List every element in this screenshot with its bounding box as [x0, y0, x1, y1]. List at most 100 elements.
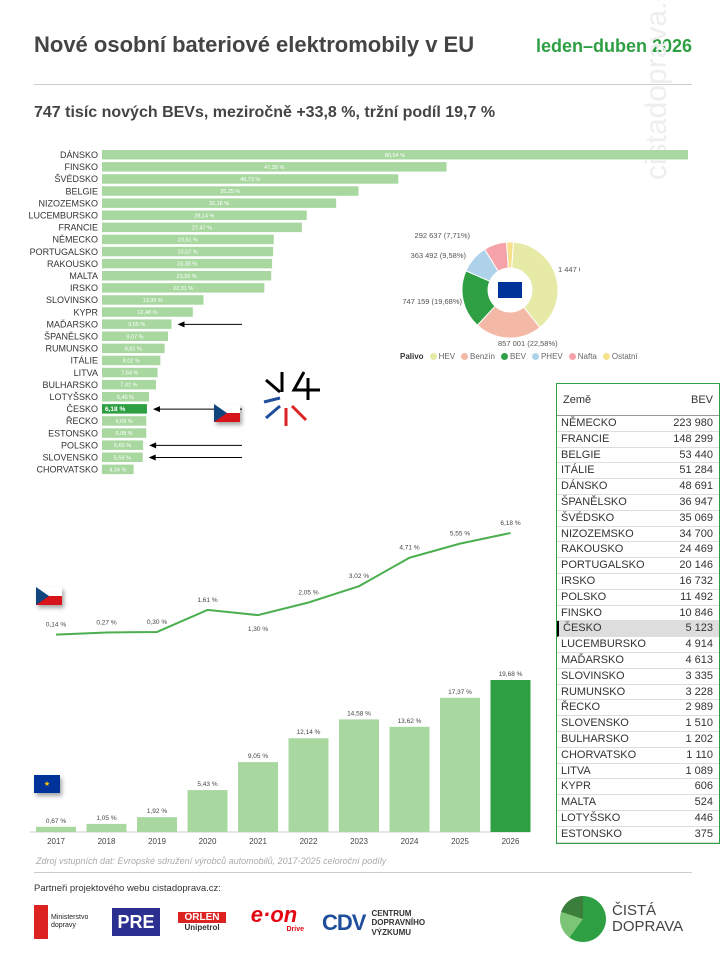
legend-label: Benzín	[470, 352, 495, 361]
cz-trend-line-chart: 0,14 % 0,27 % 0,30 % 1,61 % 1,30 % 2,05 % 3,02…	[46, 520, 521, 636]
legend-swatch	[429, 353, 437, 360]
table-cell-bev: 53 440	[679, 448, 713, 461]
table-cell-bev: 48 691	[679, 480, 713, 493]
bar-value-label: 7,42 %	[120, 383, 137, 389]
bar-value-label: 8,02 %	[123, 359, 140, 365]
table-cell-country: NIZOZEMSKO	[561, 527, 634, 540]
x-tick-label: 2020	[199, 837, 217, 846]
bar-value-label: 27,47 %	[192, 225, 212, 231]
table-cell-country: RAKOUSKO	[561, 543, 624, 556]
point-label: 4,71 %	[399, 545, 419, 552]
country-label: IRSKO	[70, 283, 98, 293]
bar	[102, 222, 302, 233]
bar	[102, 404, 147, 414]
point-label: 0,27 %	[96, 619, 116, 626]
column	[339, 719, 379, 832]
column	[187, 790, 228, 832]
country-label: ŠPANĚLSKO	[44, 332, 98, 342]
bar-value-label: 8,61 %	[125, 346, 142, 352]
legend-label: Nafta	[577, 352, 597, 361]
eon-logo-sub: Drive	[286, 926, 304, 933]
pie-slice	[511, 241, 559, 329]
pie-slice-label: 292 637 (7,71%)	[415, 231, 471, 240]
table-row: ŠVÉDSKO 35 069	[557, 511, 719, 527]
trend-line	[55, 532, 511, 636]
table-cell-bev: 20 146	[679, 559, 713, 572]
arrow-head-icon	[177, 321, 185, 328]
eon-logo-text: e·on	[250, 902, 298, 927]
table-row: LITVA 1 089	[557, 764, 719, 780]
legend-label: PHEV	[540, 352, 563, 361]
bar-value-label: 6,08 %	[116, 431, 133, 437]
table-cell-country: RUMUNSKO	[561, 685, 626, 698]
period-label: leden–duben 2026	[535, 36, 692, 56]
bar	[102, 283, 265, 293]
country-label: ITÁLIE	[70, 356, 98, 366]
table-cell-country: DÁNSKO	[561, 480, 608, 493]
table-cell-bev: 1 089	[685, 764, 713, 777]
bar-value-label: 32,18 %	[209, 201, 229, 207]
country-label: LITVA	[74, 368, 98, 378]
eu-flag-icon: ★	[34, 775, 60, 793]
column	[288, 738, 329, 832]
table-cell-country: SLOVINSKO	[561, 669, 625, 682]
bar	[102, 331, 168, 341]
table-row: NIZOZEMSKO 34 700	[557, 527, 719, 543]
table-cell-bev: 11 492	[680, 590, 713, 603]
czech-flag-icon	[36, 587, 62, 605]
bar	[102, 343, 165, 354]
table-cell-bev: 3 228	[685, 685, 713, 698]
bar-value-label: 9,07 %	[126, 334, 143, 340]
bar	[102, 319, 172, 329]
table-cell-country: MALTA	[561, 796, 597, 809]
cista-doprava-logo: ČISTÁ DOPRAVA	[560, 894, 700, 944]
country-label: LOTYŠSKO	[49, 392, 98, 402]
column-value-label: 9,05 %	[248, 753, 268, 760]
table-cell-country: SLOVENSKO	[561, 717, 629, 730]
bar-value-label: 22,31 %	[173, 286, 193, 292]
table-row: NĚMECKO 223 980	[557, 416, 719, 432]
country-label: NIZOZEMSKO	[38, 198, 98, 208]
country-label: LUCEMBURSKO	[28, 211, 98, 221]
column	[137, 817, 177, 832]
cdv-logo: CDV CENTRUM DOPRAVNÍHO VÝZKUMU	[322, 906, 462, 940]
legend-swatch	[461, 353, 469, 360]
table-row: BELGIE 53 440	[557, 448, 719, 464]
point-label: 2,05 %	[298, 590, 318, 597]
brand-mark-icon	[263, 371, 320, 426]
table-row: FINSKO 10 846	[557, 606, 719, 622]
bar-value-label: 5,65 %	[114, 443, 131, 449]
table-row: LUCEMBURSKO 4 914	[557, 637, 719, 653]
subtitle: 747 tisíc nových BEVs, meziročně +33,8 %…	[34, 104, 496, 121]
pie-slice-label: 747 159 (19,68%)	[402, 297, 462, 306]
table-cell-country: POLSKO	[561, 590, 607, 603]
bar	[102, 416, 147, 426]
eon-logo: e·on Drive	[244, 904, 304, 940]
x-tick-label: 2021	[249, 837, 267, 846]
table-cell-country: IRSKO	[561, 574, 596, 587]
country-label: KYPR	[73, 307, 98, 317]
table-cell-country: ŠPANĚLSKO	[561, 495, 627, 508]
table-cell-country: ŘECKO	[561, 701, 601, 714]
country-label: RUMUNSKO	[45, 344, 98, 354]
table-cell-country: FRANCIE	[561, 432, 610, 445]
column-value-label: 14,58 %	[347, 710, 371, 717]
x-tick-label: 2019	[148, 837, 166, 846]
cista-doprava-mark-icon	[560, 896, 606, 942]
legend-swatch	[602, 353, 610, 360]
pie-slice	[505, 241, 515, 269]
table-cell-country: ŠVÉDSKO	[561, 511, 615, 524]
table-cell-bev: 4 613	[685, 653, 713, 666]
legend-item: BEV	[500, 352, 526, 361]
bar-value-label: 6,18 %	[105, 406, 125, 413]
page-title: Nové osobní bateriové elektromobily v EU	[34, 32, 475, 57]
country-label: DÁNSKO	[60, 150, 98, 160]
table-cell-country: NĚMECKO	[561, 417, 617, 429]
md-logo: Ministerstvo dopravy	[34, 904, 98, 940]
bar	[102, 307, 193, 317]
legend-swatch	[531, 353, 539, 360]
legend-item: PHEV	[531, 352, 563, 361]
country-label: FINSKO	[64, 162, 98, 172]
arrow-head-icon	[152, 406, 160, 413]
bar	[102, 258, 273, 269]
